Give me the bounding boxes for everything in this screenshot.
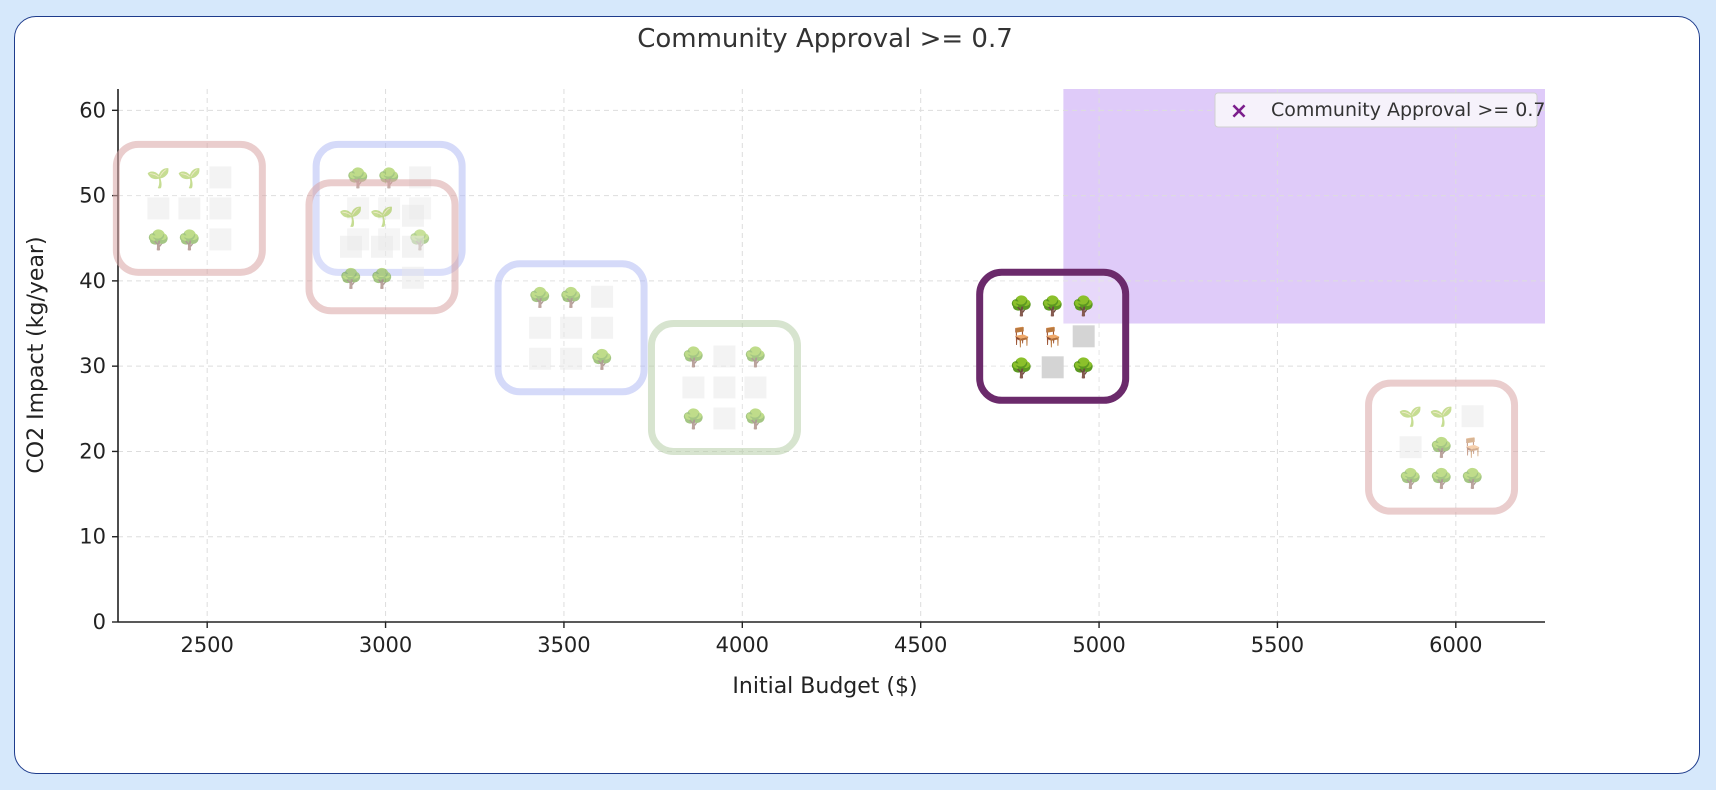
- empty-cell: [1461, 405, 1484, 428]
- tree-icon: 🌳: [1430, 467, 1454, 490]
- chart-title: Community Approval >= 0.7: [637, 24, 1013, 54]
- tree-icon: 🌳: [147, 228, 171, 251]
- empty-cell: [1072, 325, 1095, 348]
- empty-cell: [209, 197, 232, 220]
- x-tick-label: 6000: [1429, 633, 1482, 657]
- tree-icon: 🌳: [744, 345, 768, 368]
- empty-cell: [147, 197, 170, 220]
- empty-cell: [744, 376, 767, 399]
- tree-icon: 🌳: [559, 286, 583, 309]
- scatter-point: 🌱 🌱 🌳 🪑 🌳 🌳 🌳: [1365, 379, 1519, 515]
- tree-icon: 🌳: [682, 407, 706, 430]
- scatter-point: 🌳 🌳 🌳: [494, 260, 648, 396]
- x-axis-label: Initial Budget ($): [732, 674, 917, 699]
- empty-cell: [378, 197, 401, 220]
- tree-icon: 🌳: [1461, 467, 1485, 490]
- tree-icon: 🌳: [178, 228, 202, 251]
- empty-cell: [370, 235, 393, 258]
- point-frame: [976, 268, 1130, 404]
- legend-x-marker-icon: ×: [1230, 99, 1248, 124]
- tree-icon: 🌳: [1072, 356, 1096, 379]
- tree-icon: 🌳: [682, 345, 706, 368]
- empty-cell: [713, 376, 736, 399]
- chair-icon: 🪑: [1461, 436, 1485, 459]
- x-tick-label: 5500: [1251, 633, 1304, 657]
- sprout-icon: 🌱: [339, 206, 363, 228]
- x-tick-label: 4000: [716, 633, 769, 657]
- sprout-icon: 🌱: [147, 167, 171, 189]
- scatter-point: 🌳 🌳 🌳 🌳: [647, 319, 801, 455]
- y-tick-label: 40: [79, 269, 106, 293]
- sprout-icon: 🌱: [1430, 406, 1454, 428]
- chair-icon: 🪑: [1041, 325, 1065, 348]
- tree-icon: 🌳: [744, 407, 768, 430]
- scatter-point: 🌱 🌱 🌳 🌳: [112, 140, 266, 276]
- empty-cell: [178, 197, 201, 220]
- empty-cell: [401, 235, 424, 258]
- empty-cell: [713, 345, 736, 368]
- sprout-icon: 🌱: [1399, 406, 1423, 428]
- tree-icon: 🌳: [1072, 294, 1096, 317]
- tree-icon: 🌳: [1041, 294, 1065, 317]
- tree-icon: 🌳: [1399, 467, 1423, 490]
- x-tick-label: 3500: [537, 633, 590, 657]
- x-tick-label: 3000: [359, 633, 412, 657]
- scatter-point: 🌱 🌱 🌳 🌳: [305, 179, 459, 315]
- chart-card: 2500 3000 3500 4000 4500 5000 5500 6000 0 10 20 30 4…: [14, 16, 1700, 774]
- sprout-icon: 🌱: [370, 206, 394, 228]
- empty-cell: [529, 347, 552, 370]
- empty-cell: [401, 266, 424, 289]
- legend-label: Community Approval >= 0.7: [1271, 99, 1545, 121]
- empty-cell: [209, 166, 232, 189]
- empty-cell: [209, 228, 232, 251]
- tree-icon: 🌳: [528, 286, 552, 309]
- highlight-region: [1063, 89, 1545, 324]
- empty-cell: [347, 197, 370, 220]
- sprout-icon: 🌱: [178, 167, 202, 189]
- y-tick-label: 30: [79, 354, 106, 378]
- empty-cell: [1041, 356, 1064, 379]
- empty-cell: [529, 316, 552, 339]
- empty-cell: [560, 347, 583, 370]
- y-tick-label: 60: [79, 98, 106, 122]
- y-tick-label: 0: [93, 610, 106, 634]
- x-tick-label: 2500: [180, 633, 233, 657]
- scatter-point: 🌳 🌳 🌳 🪑 🪑 🌳 🌳: [976, 268, 1130, 404]
- empty-cell: [591, 285, 614, 308]
- tree-icon: 🌳: [1430, 436, 1454, 459]
- y-tick-label: 50: [79, 184, 106, 208]
- legend: × Community Approval >= 0.7: [1214, 92, 1545, 128]
- y-tick-label: 10: [79, 525, 106, 549]
- tree-icon: 🌳: [339, 267, 363, 290]
- x-tick-label: 5000: [1072, 633, 1125, 657]
- empty-cell: [339, 235, 362, 258]
- tree-icon: 🌳: [1010, 356, 1034, 379]
- empty-cell: [401, 204, 424, 227]
- y-axis-label: CO2 Impact (kg/year): [24, 236, 49, 473]
- legend-box: [1214, 92, 1538, 128]
- tree-icon: 🌳: [590, 348, 614, 371]
- empty-cell: [560, 316, 583, 339]
- x-tick-label: 4500: [894, 633, 947, 657]
- empty-cell: [591, 316, 614, 339]
- chair-icon: 🪑: [1010, 325, 1034, 348]
- empty-cell: [713, 407, 736, 430]
- empty-cell: [682, 376, 705, 399]
- tree-icon: 🌳: [370, 267, 394, 290]
- y-tick-label: 20: [79, 439, 106, 463]
- tree-icon: 🌳: [1010, 294, 1034, 317]
- empty-cell: [1399, 436, 1422, 459]
- scatter-chart: 2500 3000 3500 4000 4500 5000 5500 6000 0 10 20 30 4…: [24, 24, 1545, 699]
